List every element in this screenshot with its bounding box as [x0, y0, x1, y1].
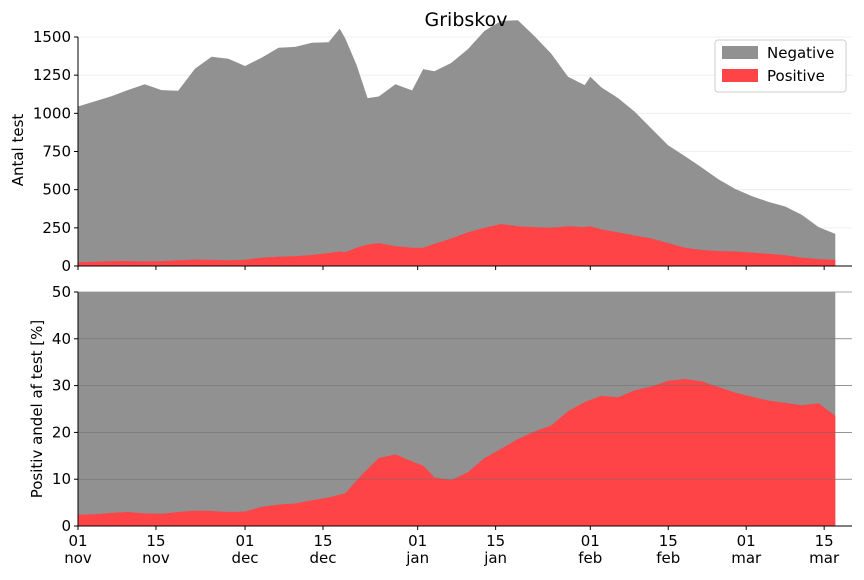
x-tick-label-day: 15 [815, 532, 834, 550]
positive-area [78, 224, 836, 266]
legend-swatch [722, 46, 758, 59]
y-tick-label: 50 [52, 283, 71, 301]
x-tick-label-month: dec [310, 549, 337, 567]
x-tick-label-month: nov [64, 549, 92, 567]
x-tick-label-month: jan [483, 549, 507, 567]
x-tick-label-month: jan [405, 549, 429, 567]
legend-swatch [722, 69, 758, 82]
x-tick-label-day: 01 [581, 532, 600, 550]
x-tick-label-month: dec [232, 549, 259, 567]
top-panel: 0 250 500 750 1000 1250 1500 Negative Positive [33, 20, 852, 275]
y-tick-label: 30 [52, 377, 71, 395]
x-tick-label-month: feb [578, 549, 602, 567]
x-tick-label-day: 01 [737, 532, 756, 550]
y-tick-label: 40 [52, 330, 71, 348]
negative-area [78, 20, 836, 267]
legend: Negative Positive [714, 39, 847, 93]
legend-label: Positive [767, 67, 825, 85]
y-tick-label: 20 [52, 423, 71, 441]
x-tick-label-day: 15 [146, 532, 165, 550]
top-y-axis-title: Antal test [9, 114, 27, 187]
x-tick-label-day: 15 [659, 532, 678, 550]
y-tick-label: 250 [42, 219, 71, 237]
bottom-panel: 0102030405001nov15nov01dec15dec01jan15ja… [52, 283, 852, 567]
x-tick-label-day: 15 [486, 532, 505, 550]
x-tick-label-month: mar [809, 549, 840, 567]
y-tick-label: 1250 [33, 66, 71, 84]
y-tick-label: 500 [42, 181, 71, 199]
x-tick-label-month: nov [142, 549, 170, 567]
x-tick-label-month: mar [731, 549, 762, 567]
chart-title: Gribskov [425, 9, 508, 31]
x-tick-label-day: 01 [236, 532, 255, 550]
y-tick-label: 10 [52, 470, 71, 488]
x-tick-label-day: 15 [313, 532, 332, 550]
y-tick-label: 1000 [33, 104, 71, 122]
y-tick-label: 0 [61, 517, 71, 535]
y-tick-label: 0 [61, 257, 71, 275]
bottom-y-axis-title: Positiv andel af test [%] [28, 320, 46, 499]
y-tick-label: 750 [42, 143, 71, 161]
x-tick-label-day: 01 [408, 532, 427, 550]
legend-label: Negative [767, 44, 834, 62]
x-tick-label-day: 01 [68, 532, 87, 550]
x-tick-label-month: feb [656, 549, 680, 567]
y-tick-label: 1500 [33, 28, 71, 46]
positive-area [78, 379, 836, 526]
